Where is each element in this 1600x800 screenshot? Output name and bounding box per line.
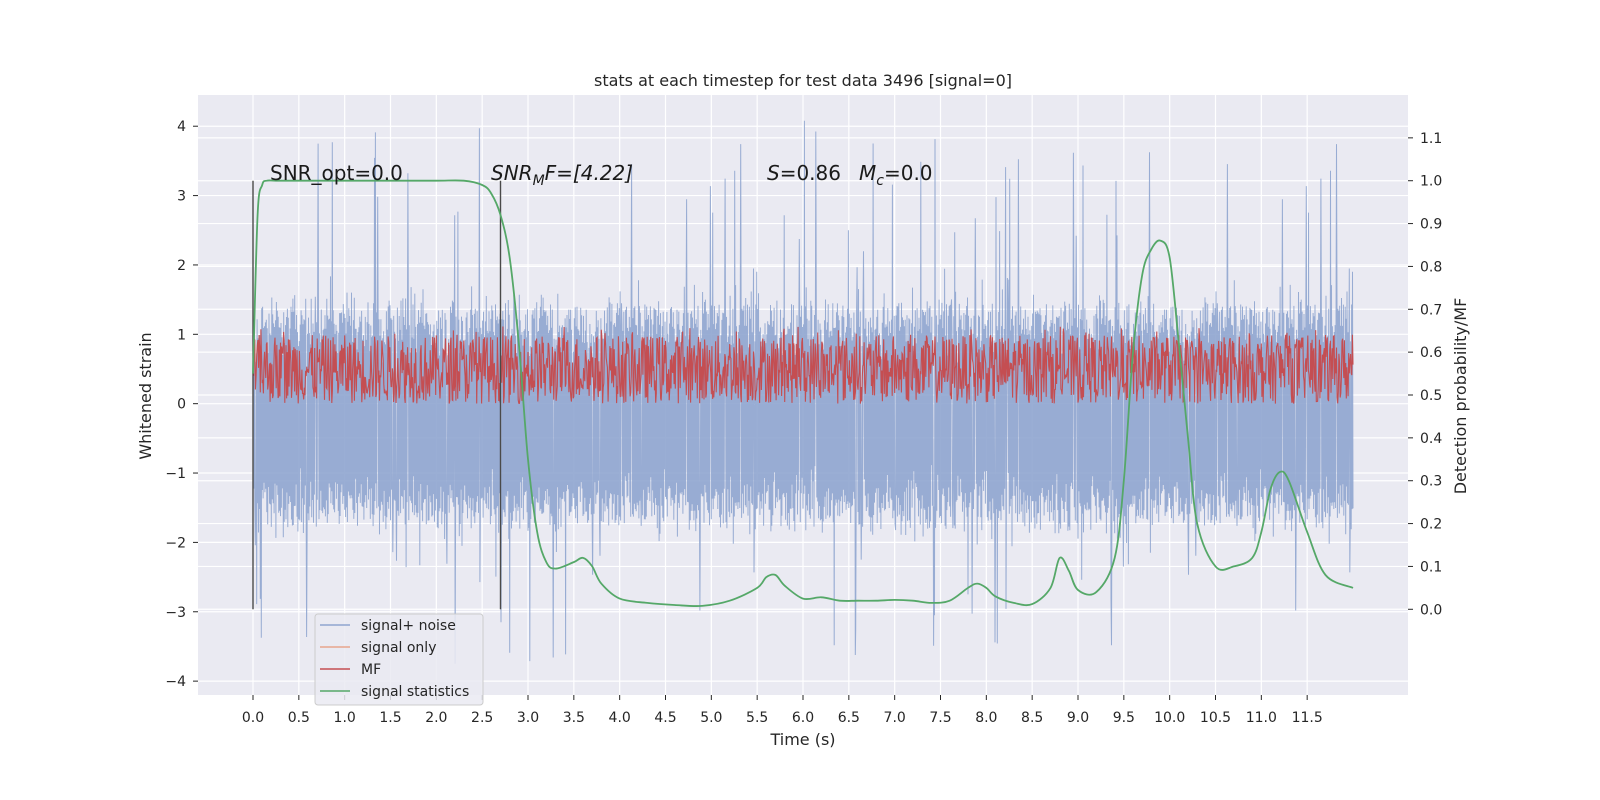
x-tick-label: 0.5 [288, 710, 310, 726]
x-tick-label: 4.5 [654, 710, 676, 726]
y-right-tick-label: 1.0 [1420, 174, 1442, 190]
x-tick-label: 3.0 [517, 710, 539, 726]
tick-labels: 0.0 0.5 1.0 1.5 2.0 2.5 3.0 3.5 4.0 4.5 5.0 5.5 6.0 6… [165, 119, 1442, 726]
y-right-tick-label: 0.0 [1420, 602, 1442, 618]
mf-series [252, 326, 1354, 405]
signal-statistics-line [252, 179, 1354, 608]
signal-noise-series [252, 120, 1354, 664]
y-right-tick-label: 0.5 [1420, 388, 1442, 404]
annotation-s-value: =0.86 [780, 161, 841, 185]
mf-line [252, 326, 1354, 405]
x-tick-label: 11.0 [1246, 710, 1277, 726]
annotation-m-label: M [859, 161, 876, 185]
legend-label-mf: MF [361, 662, 381, 678]
vertical-markers [252, 180, 502, 610]
y-left-tick-label: −4 [165, 674, 186, 690]
x-tick-label: 9.5 [1113, 710, 1135, 726]
x-tick-label: 6.5 [838, 710, 860, 726]
x-tick-label: 4.0 [609, 710, 631, 726]
annotation-snr-mf-rest: F=[4.22] [545, 161, 633, 185]
x-axis-title: Time (s) [769, 730, 835, 749]
y-left-tick-label: 3 [177, 189, 186, 205]
x-tick-label: 8.5 [1021, 710, 1043, 726]
y-left-tick-label: 2 [177, 258, 186, 274]
legend-box [314, 613, 484, 706]
x-tick-label: 5.0 [700, 710, 722, 726]
annotation-m-value: =0.0 [884, 161, 933, 185]
x-tick-label: 10.0 [1154, 710, 1185, 726]
y-right-tick-label: 0.3 [1420, 474, 1442, 490]
y-left-tick-label: 4 [177, 119, 186, 135]
y-right-tick-label: 0.7 [1420, 302, 1442, 318]
annotation-snr-mf: SNRMF=[4.22] [491, 161, 633, 189]
y-left-tick-label: 1 [177, 327, 186, 343]
y-right-tick-label: 0.2 [1420, 517, 1442, 533]
x-tick-label: 5.5 [746, 710, 768, 726]
y-left-tick-label: −3 [165, 605, 186, 621]
x-tick-label: 1.5 [379, 710, 401, 726]
annotation-snr-mf-base: SNR [491, 161, 533, 185]
chart-title: stats at each timestep for test data 349… [594, 71, 1012, 90]
annotation-stats: S=0.86 Mc=0.0 [767, 161, 933, 189]
x-tick-label: 2.0 [425, 710, 447, 726]
annotation-m-sub: c [876, 173, 884, 189]
legend-label-signal-only: signal only [361, 640, 436, 656]
x-tick-label: 8.0 [975, 710, 997, 726]
y-right-tick-label: 0.8 [1420, 259, 1442, 275]
y-right-tick-label: 0.1 [1420, 559, 1442, 575]
x-tick-label: 7.0 [884, 710, 906, 726]
y-right-tick-label: 0.9 [1420, 217, 1442, 233]
y-left-tick-label: −1 [165, 466, 186, 482]
legend-label-signal-statistics: signal statistics [361, 684, 469, 700]
y-left-tick-label: 0 [177, 397, 186, 413]
y-axis-title-right: Detection probability/MF [1451, 298, 1470, 495]
y-axis-title-left: Whitened strain [136, 332, 155, 459]
x-tick-label: 9.0 [1067, 710, 1089, 726]
x-tick-label: 10.5 [1200, 710, 1231, 726]
y-right-tick-label: 1.1 [1420, 131, 1442, 147]
x-tick-label: 11.5 [1292, 710, 1323, 726]
y-right-tick-label: 0.4 [1420, 431, 1442, 447]
legend-label-signal-noise: signal+ noise [361, 618, 456, 634]
y-left-tick-label: −2 [165, 535, 186, 551]
x-tick-label: 3.5 [563, 710, 585, 726]
signal-statistics-series [252, 179, 1354, 608]
annotation-snr-mf-sub: M [533, 173, 545, 189]
x-tick-label: 0.0 [242, 710, 264, 726]
annotation-snr-opt: SNR_opt=0.0 [270, 161, 403, 185]
annotation-s-label: S [767, 161, 780, 185]
signal-noise-line [252, 120, 1354, 664]
x-tick-label: 2.5 [471, 710, 493, 726]
x-tick-label: 1.0 [334, 710, 356, 726]
legend: signal+ noise signal only MF signal stat… [314, 613, 484, 706]
x-tick-label: 7.5 [929, 710, 951, 726]
y-right-tick-label: 0.6 [1420, 345, 1442, 361]
x-tick-label: 6.0 [792, 710, 814, 726]
